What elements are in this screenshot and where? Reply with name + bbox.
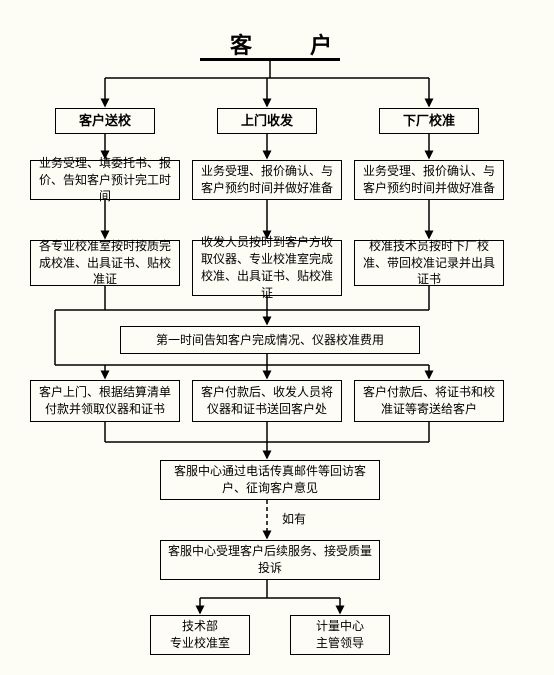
row3-mid: 客户付款后、收发人员将仪器和证书送回客户处 <box>192 380 342 422</box>
merge3: 客服中心受理客户后续服务、接受质量投诉 <box>160 540 380 580</box>
row1-right: 业务受理、报价确认、与客户预约时间并做好准备 <box>354 160 504 200</box>
row1-left: 业务受理、填委托书、报价、告知客户预计完工时间 <box>30 160 180 200</box>
bottom-left: 技术部专业校准室 <box>150 615 250 655</box>
row2-mid: 收发人员按时到客户方收取仪器、专业校准室完成校准、出具证书、贴校准证 <box>192 240 342 296</box>
bottom-right: 计量中心主管领导 <box>290 615 390 655</box>
flowchart-title: 客 户 <box>230 28 350 60</box>
merge1: 第一时间告知客户完成情况、仪器校准费用 <box>120 326 420 354</box>
merge2: 客服中心通过电话传真邮件等回访客户、征询客户意见 <box>160 460 380 500</box>
row3-right: 客户付款后、将证书和校准证等寄送给客户 <box>354 380 504 422</box>
row3-left: 客户上门、根据结算清单付款并领取仪器和证书 <box>30 380 180 422</box>
dashed-label: 如有 <box>280 510 308 527</box>
row2-right: 校准技术员按时下厂校准、带回校准记录并出具证书 <box>354 240 504 286</box>
title-underline <box>200 58 340 61</box>
header-mid: 上门收发 <box>217 108 317 134</box>
header-right: 下厂校准 <box>379 108 479 134</box>
header-left: 客户送校 <box>55 108 155 134</box>
row2-left: 各专业校准室按时按质完成校准、出具证书、贴校准证 <box>30 240 180 286</box>
row1-mid: 业务受理、报价确认、与客户预约时间并做好准备 <box>192 160 342 200</box>
